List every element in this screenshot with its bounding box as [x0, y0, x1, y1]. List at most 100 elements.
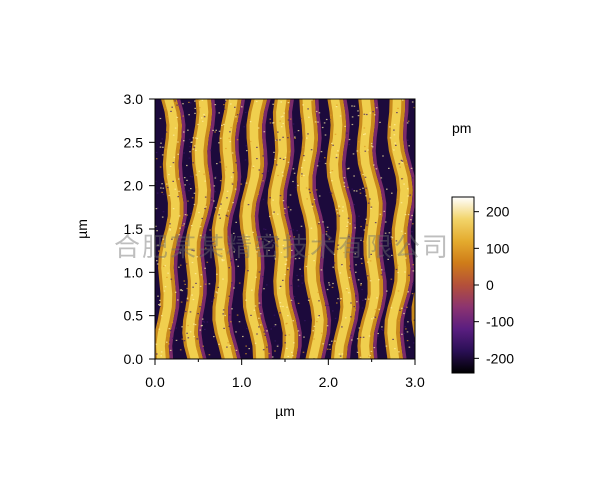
noise-speck — [229, 131, 231, 133]
noise-speck — [391, 238, 393, 240]
noise-speck — [345, 289, 348, 291]
noise-speck — [160, 142, 162, 144]
noise-speck — [260, 238, 262, 240]
noise-speck — [155, 180, 157, 182]
noise-speck — [383, 270, 386, 272]
noise-speck — [337, 150, 339, 152]
noise-speck — [263, 288, 265, 290]
noise-speck — [318, 315, 320, 317]
noise-speck — [172, 180, 174, 182]
noise-speck — [335, 154, 338, 156]
colorbar-ticks: 200 100 0 -100 -200 — [474, 204, 514, 366]
noise-speck — [226, 215, 229, 217]
noise-speck — [411, 177, 414, 179]
noise-speck — [400, 159, 403, 161]
noise-speck — [358, 215, 360, 217]
noise-speck — [376, 297, 378, 299]
noise-speck — [179, 349, 182, 351]
noise-speck — [219, 207, 221, 209]
noise-speck — [213, 185, 216, 187]
noise-speck — [407, 120, 410, 122]
noise-speck — [306, 137, 308, 139]
noise-speck — [196, 338, 198, 340]
noise-speck — [364, 150, 367, 152]
noise-speck — [269, 118, 272, 120]
noise-speck — [257, 247, 259, 249]
noise-speck — [223, 327, 225, 329]
noise-speck — [392, 338, 394, 340]
stripe-slope — [312, 99, 332, 359]
noise-speck — [397, 290, 400, 292]
noise-speck — [281, 171, 284, 173]
y-tick-label: 0.5 — [124, 308, 144, 324]
noise-speck — [266, 284, 268, 286]
noise-speck — [167, 219, 169, 221]
noise-speck — [363, 113, 366, 115]
noise-speck — [362, 240, 365, 243]
noise-speck — [212, 129, 214, 131]
noise-speck — [346, 132, 348, 134]
noise-speck — [291, 355, 294, 357]
noise-speck — [367, 202, 370, 204]
noise-speck — [413, 319, 415, 321]
noise-speck — [167, 186, 169, 189]
noise-speck — [176, 104, 178, 106]
noise-speck — [396, 112, 398, 114]
noise-speck — [352, 153, 355, 155]
noise-speck — [292, 320, 294, 322]
x-tick-label: 3.0 — [405, 374, 425, 390]
noise-speck — [329, 118, 331, 120]
noise-speck — [181, 326, 183, 328]
noise-speck — [363, 133, 365, 136]
noise-speck — [257, 127, 260, 129]
noise-speck — [359, 336, 362, 338]
noise-speck — [297, 279, 300, 281]
noise-speck — [198, 107, 201, 109]
noise-speck — [169, 228, 171, 230]
noise-speck — [322, 221, 324, 223]
noise-speck — [355, 295, 357, 297]
noise-speck — [297, 285, 300, 287]
noise-speck — [235, 162, 237, 164]
noise-speck — [178, 266, 180, 268]
noise-speck — [324, 134, 327, 136]
noise-speck — [214, 191, 216, 193]
noise-speck — [375, 168, 378, 170]
noise-speck — [237, 265, 239, 267]
stripe-slope — [197, 99, 216, 359]
noise-speck — [282, 115, 284, 117]
noise-speck — [199, 226, 202, 228]
noise-speck — [339, 355, 342, 357]
stripe-crest — [359, 99, 380, 359]
noise-speck — [275, 164, 278, 166]
noise-speck — [233, 251, 235, 253]
noise-speck — [205, 206, 207, 208]
noise-speck — [224, 314, 226, 317]
noise-speck — [337, 298, 339, 300]
noise-speck — [159, 166, 162, 168]
noise-speck — [169, 226, 172, 229]
noise-speck — [361, 288, 363, 291]
noise-speck — [163, 290, 166, 292]
noise-speck — [177, 196, 179, 198]
noise-speck — [356, 338, 359, 340]
noise-speck — [225, 99, 227, 101]
noise-speck — [219, 137, 222, 139]
noise-speck — [224, 169, 226, 171]
stripe-crest — [214, 99, 238, 359]
noise-speck — [193, 146, 196, 148]
noise-speck — [190, 212, 193, 214]
noise-speck — [359, 356, 362, 358]
noise-speck — [219, 180, 222, 182]
noise-speck — [162, 211, 165, 213]
noise-speck — [404, 307, 406, 309]
noise-speck — [404, 214, 407, 216]
noise-speck — [165, 149, 167, 151]
noise-speck — [360, 225, 362, 228]
noise-speck — [188, 101, 190, 103]
noise-speck — [155, 343, 158, 345]
noise-speck — [258, 169, 261, 171]
noise-speck — [360, 258, 363, 260]
noise-speck — [282, 279, 284, 281]
noise-speck — [382, 329, 384, 331]
